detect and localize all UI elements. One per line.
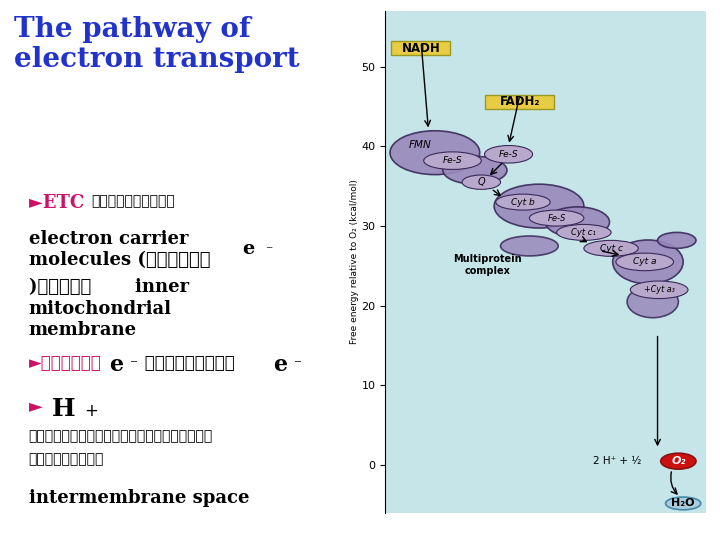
Ellipse shape: [546, 207, 609, 237]
Text: O₂: O₂: [671, 456, 685, 466]
Ellipse shape: [390, 131, 480, 174]
Ellipse shape: [485, 145, 533, 163]
FancyBboxPatch shape: [391, 41, 450, 55]
Ellipse shape: [443, 156, 507, 184]
Ellipse shape: [529, 210, 584, 226]
Text: Fe-S: Fe-S: [443, 156, 462, 165]
Text: Cyt c: Cyt c: [600, 244, 623, 253]
Text: งออกไปที่: งออกไปที่: [29, 453, 104, 467]
Ellipse shape: [423, 152, 482, 170]
Text: H₂O: H₂O: [672, 498, 695, 509]
FancyBboxPatch shape: [485, 94, 554, 109]
Text: ⁻: ⁻: [130, 357, 138, 373]
Text: FMN: FMN: [409, 140, 432, 150]
Ellipse shape: [557, 225, 611, 240]
Text: ►: ►: [29, 397, 42, 415]
Ellipse shape: [616, 253, 674, 271]
Ellipse shape: [661, 453, 696, 469]
Text: Fe-S: Fe-S: [499, 150, 518, 159]
Ellipse shape: [500, 236, 558, 256]
Ellipse shape: [494, 184, 584, 228]
Text: e: e: [273, 354, 287, 376]
Ellipse shape: [627, 286, 678, 318]
Text: 2 H⁺ + ½: 2 H⁺ + ½: [593, 456, 642, 466]
Text: Multiprotein
complex: Multiprotein complex: [454, 254, 522, 275]
Text: H: H: [52, 397, 76, 421]
Ellipse shape: [613, 240, 683, 284]
Text: ⁻: ⁻: [294, 357, 302, 373]
Text: intermembrane space: intermembrane space: [29, 489, 249, 507]
Text: จะถูกปลอยออกมาและถูกส่: จะถูกปลอยออกมาและถูกส่: [29, 429, 213, 443]
Text: ►ตัวรับ: ►ตัวรับ: [29, 354, 102, 372]
Y-axis label: Free energy relative to O₂ (kcal/mol): Free energy relative to O₂ (kcal/mol): [350, 179, 359, 345]
Ellipse shape: [657, 232, 696, 248]
Text: +Cyt a₃: +Cyt a₃: [644, 285, 675, 294]
Text: จะรับเจาะ: จะรับเจาะ: [139, 354, 235, 372]
Text: e: e: [109, 354, 123, 376]
Text: Cyt c₁: Cyt c₁: [572, 228, 596, 237]
Ellipse shape: [665, 497, 701, 510]
Ellipse shape: [630, 281, 688, 299]
Text: Cyt b: Cyt b: [511, 198, 535, 207]
Text: )ทอยใน       inner
mitochondrial
membrane: )ทอยใน inner mitochondrial membrane: [29, 278, 189, 339]
Text: electron carrier
molecules (ตัวรับ: electron carrier molecules (ตัวรับ: [29, 230, 210, 269]
Text: ⁻: ⁻: [266, 244, 273, 258]
Ellipse shape: [584, 240, 639, 256]
Ellipse shape: [496, 194, 550, 210]
Text: ►ETC: ►ETC: [29, 194, 90, 212]
Text: +: +: [84, 402, 98, 420]
Text: Cyt a: Cyt a: [633, 258, 657, 266]
Text: Q: Q: [477, 177, 485, 187]
Text: ประกอบด้วย: ประกอบด้วย: [91, 194, 175, 208]
Text: Fe-S: Fe-S: [547, 213, 566, 222]
Ellipse shape: [462, 175, 500, 190]
Text: FADH₂: FADH₂: [500, 95, 540, 108]
Text: The pathway of
electron transport: The pathway of electron transport: [14, 16, 300, 73]
Text: e: e: [243, 240, 255, 258]
Text: NADH: NADH: [402, 42, 441, 55]
